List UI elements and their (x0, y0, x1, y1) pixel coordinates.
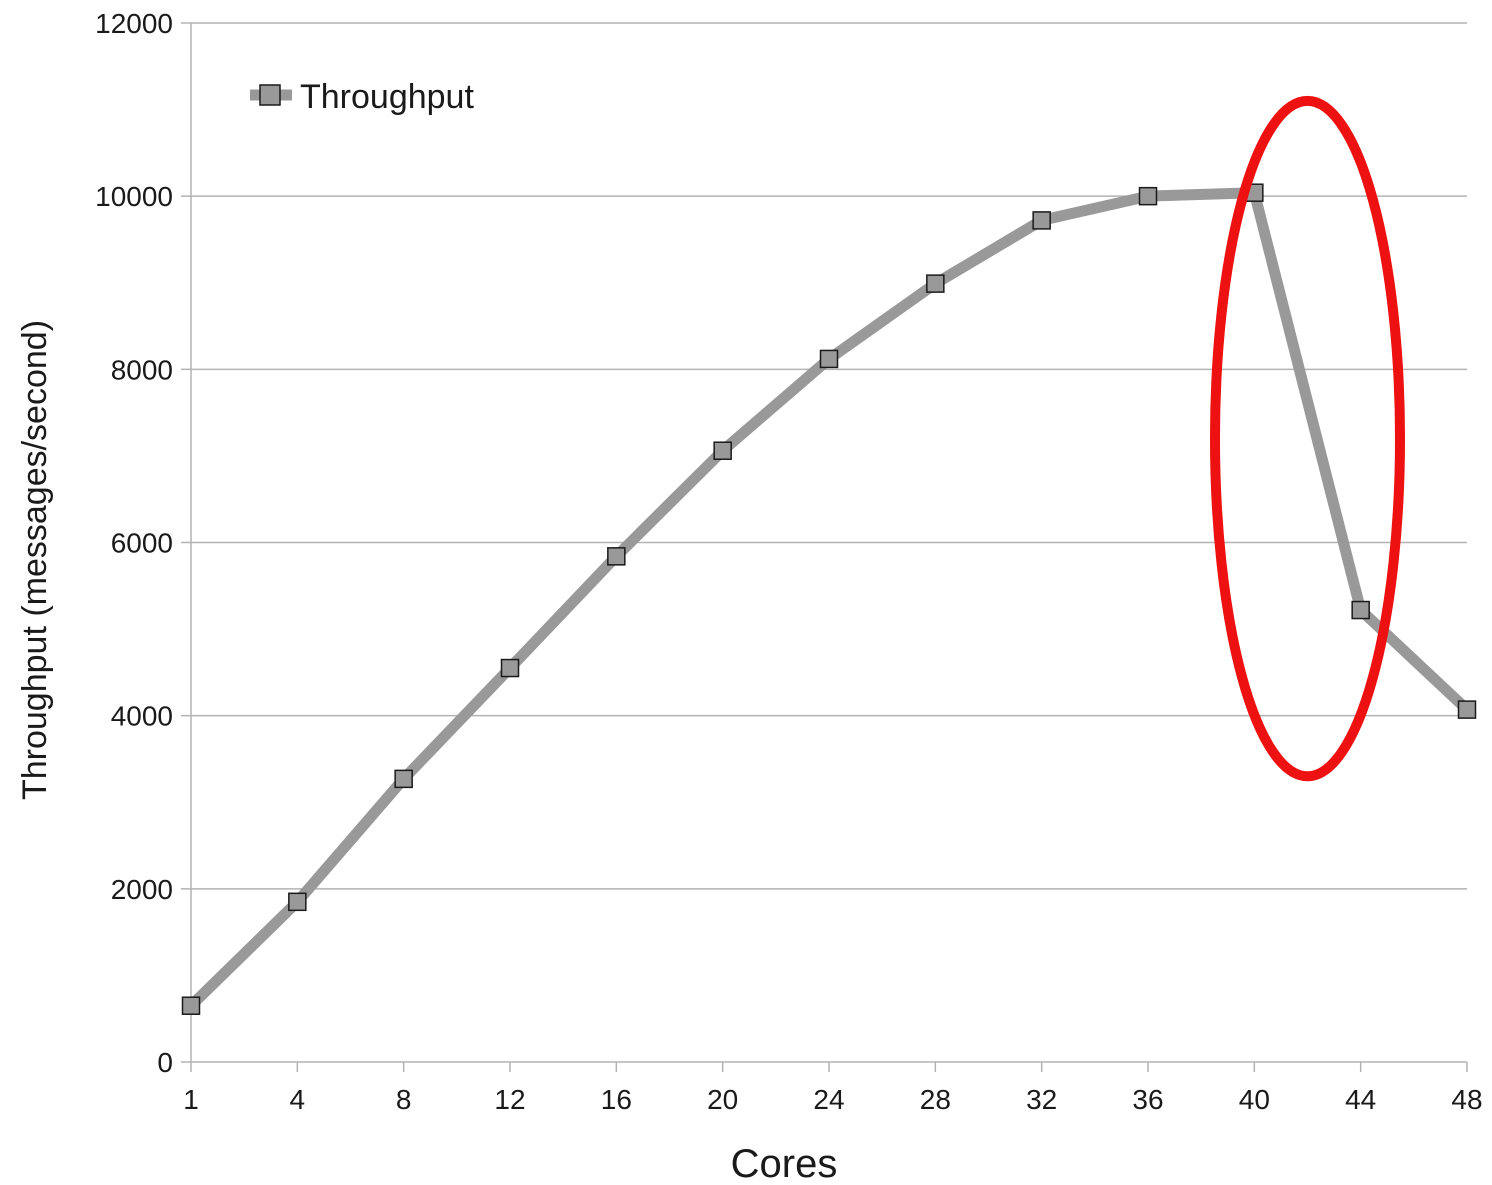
x-tick-label: 44 (1345, 1084, 1376, 1115)
x-tick-label: 8 (396, 1084, 412, 1115)
grid-lines (181, 22, 1467, 1063)
y-tick-label: 2000 (111, 874, 173, 905)
x-axis-title: Cores (731, 1142, 838, 1185)
x-tick-label: 16 (601, 1084, 632, 1115)
data-point-marker (819, 349, 839, 369)
legend: Throughput (250, 78, 474, 116)
x-tick-label: 48 (1451, 1084, 1482, 1115)
data-point-marker (288, 892, 307, 912)
x-tick-label: 40 (1239, 1084, 1270, 1115)
data-point-marker (607, 547, 626, 566)
y-axis-title: Throughput (messages/second) (16, 320, 54, 800)
x-tick-label: 12 (494, 1084, 525, 1115)
y-tick-label: 8000 (111, 354, 173, 385)
x-tick-label: 4 (290, 1084, 306, 1115)
series-throughput (181, 183, 1477, 1015)
y-tick-label: 4000 (111, 701, 173, 732)
series-markers (181, 183, 1477, 1015)
data-point-marker (713, 441, 732, 460)
data-point-marker (500, 658, 520, 678)
data-point-marker (1138, 186, 1158, 206)
data-point-marker (1457, 700, 1477, 719)
x-tick-label: 28 (920, 1084, 951, 1115)
y-tick-labels: 0 2000 4000 6000 8000 10000 12000 (95, 8, 173, 1078)
y-tick-label: 0 (157, 1047, 173, 1078)
data-point-marker (1351, 600, 1370, 620)
x-tick-label: 36 (1132, 1084, 1163, 1115)
data-point-marker (181, 996, 201, 1015)
x-tick-label: 1 (183, 1084, 199, 1115)
legend-marker-swatch (259, 84, 281, 106)
data-point-marker (926, 274, 945, 293)
data-point-marker (1032, 211, 1051, 230)
y-tick-label: 10000 (95, 181, 173, 212)
highlight-ellipse (1209, 95, 1406, 782)
data-point-marker (394, 769, 413, 789)
x-tick-label: 20 (707, 1084, 738, 1115)
y-tick-label: 6000 (111, 528, 173, 559)
y-tick-label: 12000 (95, 8, 173, 39)
x-tick-label: 32 (1026, 1084, 1057, 1115)
x-tick-labels: 1 4 8 12 16 20 24 28 32 36 40 44 48 (183, 1062, 1483, 1115)
legend-label: Throughput (300, 78, 474, 116)
x-tick-label: 24 (813, 1084, 844, 1115)
series-line-throughput (187, 187, 1471, 1010)
